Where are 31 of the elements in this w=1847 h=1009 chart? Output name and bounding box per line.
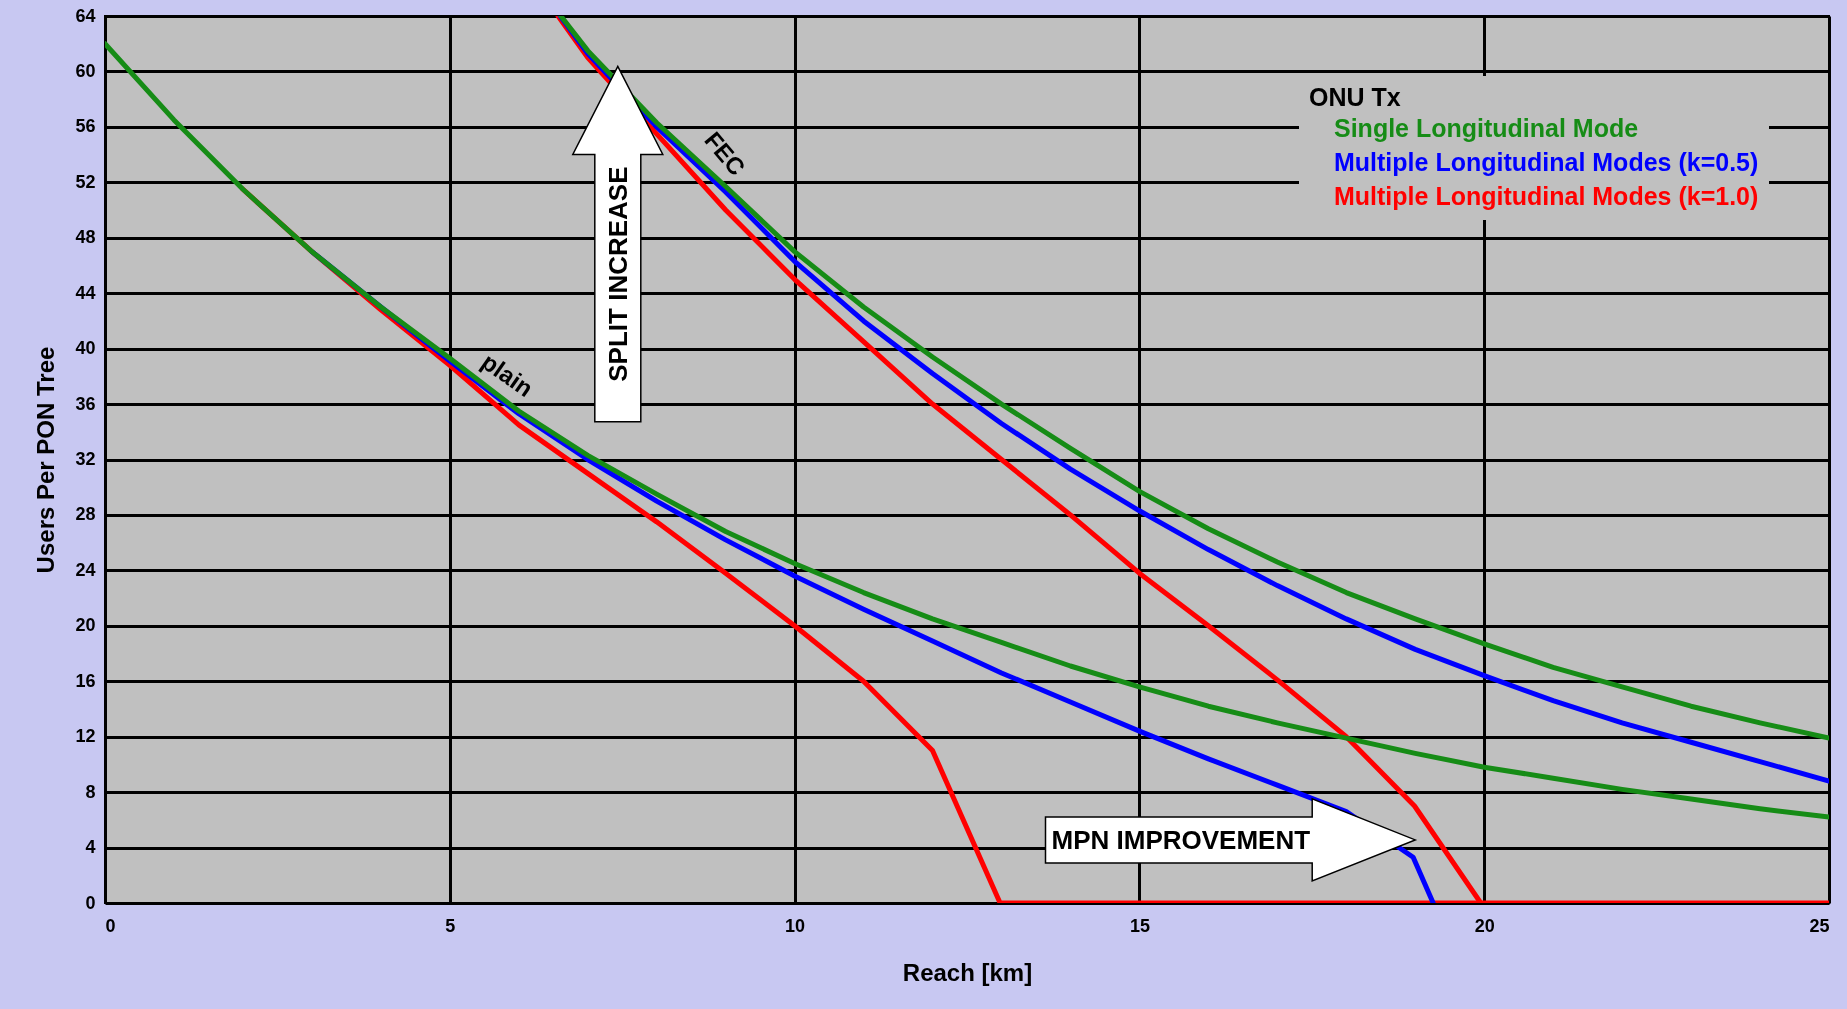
y-tick-label: 44	[75, 282, 96, 303]
annotation: SPLIT INCREASE	[602, 166, 633, 382]
y-tick-label: 0	[85, 892, 96, 913]
y-tick-label: 36	[75, 393, 96, 414]
text: Multiple Longitudinal Modes (k=0.5)	[1334, 147, 1759, 176]
y-tick-label: 40	[75, 338, 96, 359]
y-tick-label: 28	[75, 504, 96, 525]
y-tick-label: 64	[75, 5, 96, 26]
y-tick-label: 20	[75, 615, 96, 636]
y-axis-title: Users Per PON Tree	[32, 346, 60, 574]
y-tick-label: 16	[75, 670, 96, 691]
y-tick-label: 24	[75, 559, 96, 580]
y-tick-label: 56	[75, 116, 96, 137]
x-axis-title: Reach [km]	[902, 958, 1033, 986]
y-tick-label: 32	[75, 449, 96, 469]
y-tick-label: 48	[75, 227, 96, 248]
x-tick-label: 15	[1129, 915, 1150, 936]
y-tick-label: 60	[75, 60, 96, 81]
x-tick-label: 25	[1809, 915, 1830, 936]
y-tick-label: 12	[75, 726, 96, 747]
text: Single Longitudinal Mode	[1334, 113, 1639, 142]
x-tick-label: 5	[445, 915, 456, 936]
x-tick-label: 20	[1474, 915, 1495, 936]
x-tick-label: 10	[785, 915, 806, 936]
annotation: MPN IMPROVEMENT	[1051, 824, 1311, 855]
y-tick-label: 4	[85, 837, 96, 858]
text: Multiple Longitudinal Modes (k=1.0)	[1334, 181, 1759, 210]
x-tick-label: 0	[105, 915, 116, 936]
y-tick-label: 52	[75, 171, 96, 192]
y-tick-label: 8	[85, 781, 96, 802]
legend-title: ONU Tx	[1309, 83, 1401, 111]
